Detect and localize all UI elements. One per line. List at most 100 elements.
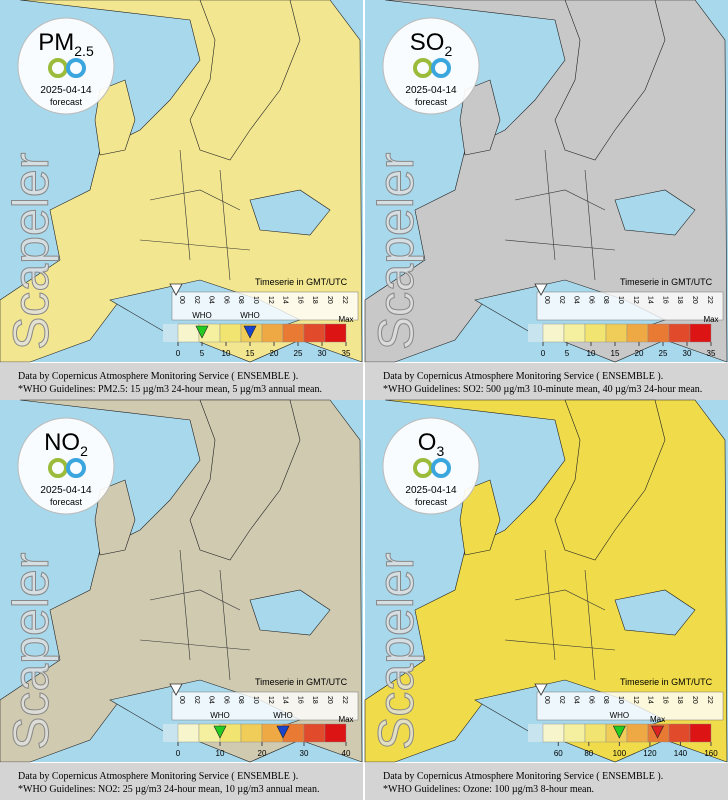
water — [249, 189, 331, 236]
brand: Scapeler — [3, 153, 59, 350]
pollutant-subscript: 3 — [436, 443, 444, 459]
scale-tick-label: 30 — [683, 349, 692, 358]
timeserie-label: Timeserie in GMT/UTC — [620, 277, 713, 287]
scale-band — [689, 323, 712, 343]
hour-label: 22 — [706, 696, 713, 704]
scale-tick-label: 60 — [554, 749, 563, 758]
brand: Scapeler — [3, 553, 59, 750]
hour-label: 10 — [617, 696, 624, 704]
who-label: WHO — [273, 711, 293, 720]
land — [459, 79, 501, 156]
time-axis — [536, 691, 724, 721]
pollutant-name: PM2.5 — [38, 29, 94, 59]
now-marker — [169, 683, 183, 696]
scale-band — [324, 323, 347, 343]
scale-tick-label: 10 — [216, 749, 225, 758]
below-scale — [528, 724, 543, 742]
land — [189, 0, 301, 161]
status: forecast — [415, 97, 448, 107]
scale-tick-label: 0 — [176, 349, 181, 358]
scale-tick-label: 160 — [704, 749, 718, 758]
scale-tick-label: 10 — [587, 349, 596, 358]
scale-band — [689, 723, 712, 743]
hour-label: 02 — [558, 696, 565, 704]
water — [614, 189, 696, 236]
borders — [139, 549, 251, 681]
who-label: WHO — [240, 311, 260, 320]
who-marker — [276, 725, 290, 739]
scale-band — [626, 723, 649, 743]
scale-band — [542, 323, 565, 343]
hour-label: 08 — [237, 696, 244, 704]
scale-tick-label: 30 — [318, 349, 327, 358]
land — [459, 479, 501, 556]
land — [94, 79, 136, 156]
footer — [0, 363, 363, 400]
land — [189, 399, 301, 561]
hour-label: 00 — [178, 696, 185, 704]
who-marker — [612, 725, 626, 739]
hour-label: 02 — [193, 296, 200, 304]
scale-tick-label: 20 — [635, 349, 644, 358]
logo-right — [66, 58, 86, 78]
date: 2025-04-14 — [40, 485, 92, 496]
who-marker — [195, 325, 209, 339]
scale-tick-label: 140 — [674, 749, 688, 758]
who-label: WHO — [210, 711, 230, 720]
max-label: Max — [338, 315, 353, 324]
date: 2025-04-14 — [40, 85, 92, 96]
borders — [139, 149, 251, 281]
hour-label: 16 — [661, 296, 668, 304]
timeserie-label: Timeserie in GMT/UTC — [255, 677, 348, 687]
hour-label: 12 — [632, 696, 639, 704]
scale-band — [542, 723, 565, 743]
now-marker — [534, 683, 548, 696]
scale-band — [177, 723, 200, 743]
footer — [0, 763, 363, 800]
scale-band — [282, 323, 305, 343]
scale-tick-label: 0 — [541, 349, 546, 358]
hour-label: 00 — [178, 296, 185, 304]
scale-tick-label: 5 — [565, 349, 570, 358]
scale-band — [563, 323, 586, 343]
below-scale — [163, 724, 178, 742]
who-marker — [243, 325, 257, 339]
scale-band — [584, 323, 607, 343]
logo-right — [66, 458, 86, 478]
hour-label: 04 — [573, 296, 580, 304]
scale-tick-label: 25 — [659, 349, 668, 358]
scale-tick-label: 5 — [200, 349, 205, 358]
pollutant-subscript: 2 — [444, 43, 452, 59]
hour-label: 00 — [543, 296, 550, 304]
hour-label: 18 — [311, 296, 318, 304]
scale-band — [584, 723, 607, 743]
hour-label: 16 — [296, 696, 303, 704]
scale-band — [605, 323, 628, 343]
who-label: WHO — [192, 311, 212, 320]
time-axis — [171, 291, 359, 321]
pollutant: O — [418, 429, 437, 456]
time-axis — [171, 691, 359, 721]
guideline: *WHO Guidelines: SO2: 500 µg/m3 10-minut… — [383, 384, 702, 395]
scale-tick-label: 25 — [294, 349, 303, 358]
brand: Scapeler — [368, 553, 424, 750]
scale-tick-label: 0 — [176, 749, 181, 758]
hour-label: 12 — [267, 696, 274, 704]
borders — [504, 549, 616, 681]
scale-tick-label: 20 — [258, 749, 267, 758]
status: forecast — [415, 497, 448, 507]
max-label: Max — [650, 715, 665, 724]
max-marker — [651, 725, 665, 739]
scale-band — [261, 323, 284, 343]
below-scale — [528, 324, 543, 342]
scale-band — [219, 323, 242, 343]
pollutant-name: NO2 — [44, 429, 88, 459]
scale-band — [626, 323, 649, 343]
footer — [365, 363, 728, 400]
scale-tick-label: 20 — [270, 349, 279, 358]
hour-label: 20 — [326, 696, 333, 704]
hour-label: 06 — [587, 296, 594, 304]
